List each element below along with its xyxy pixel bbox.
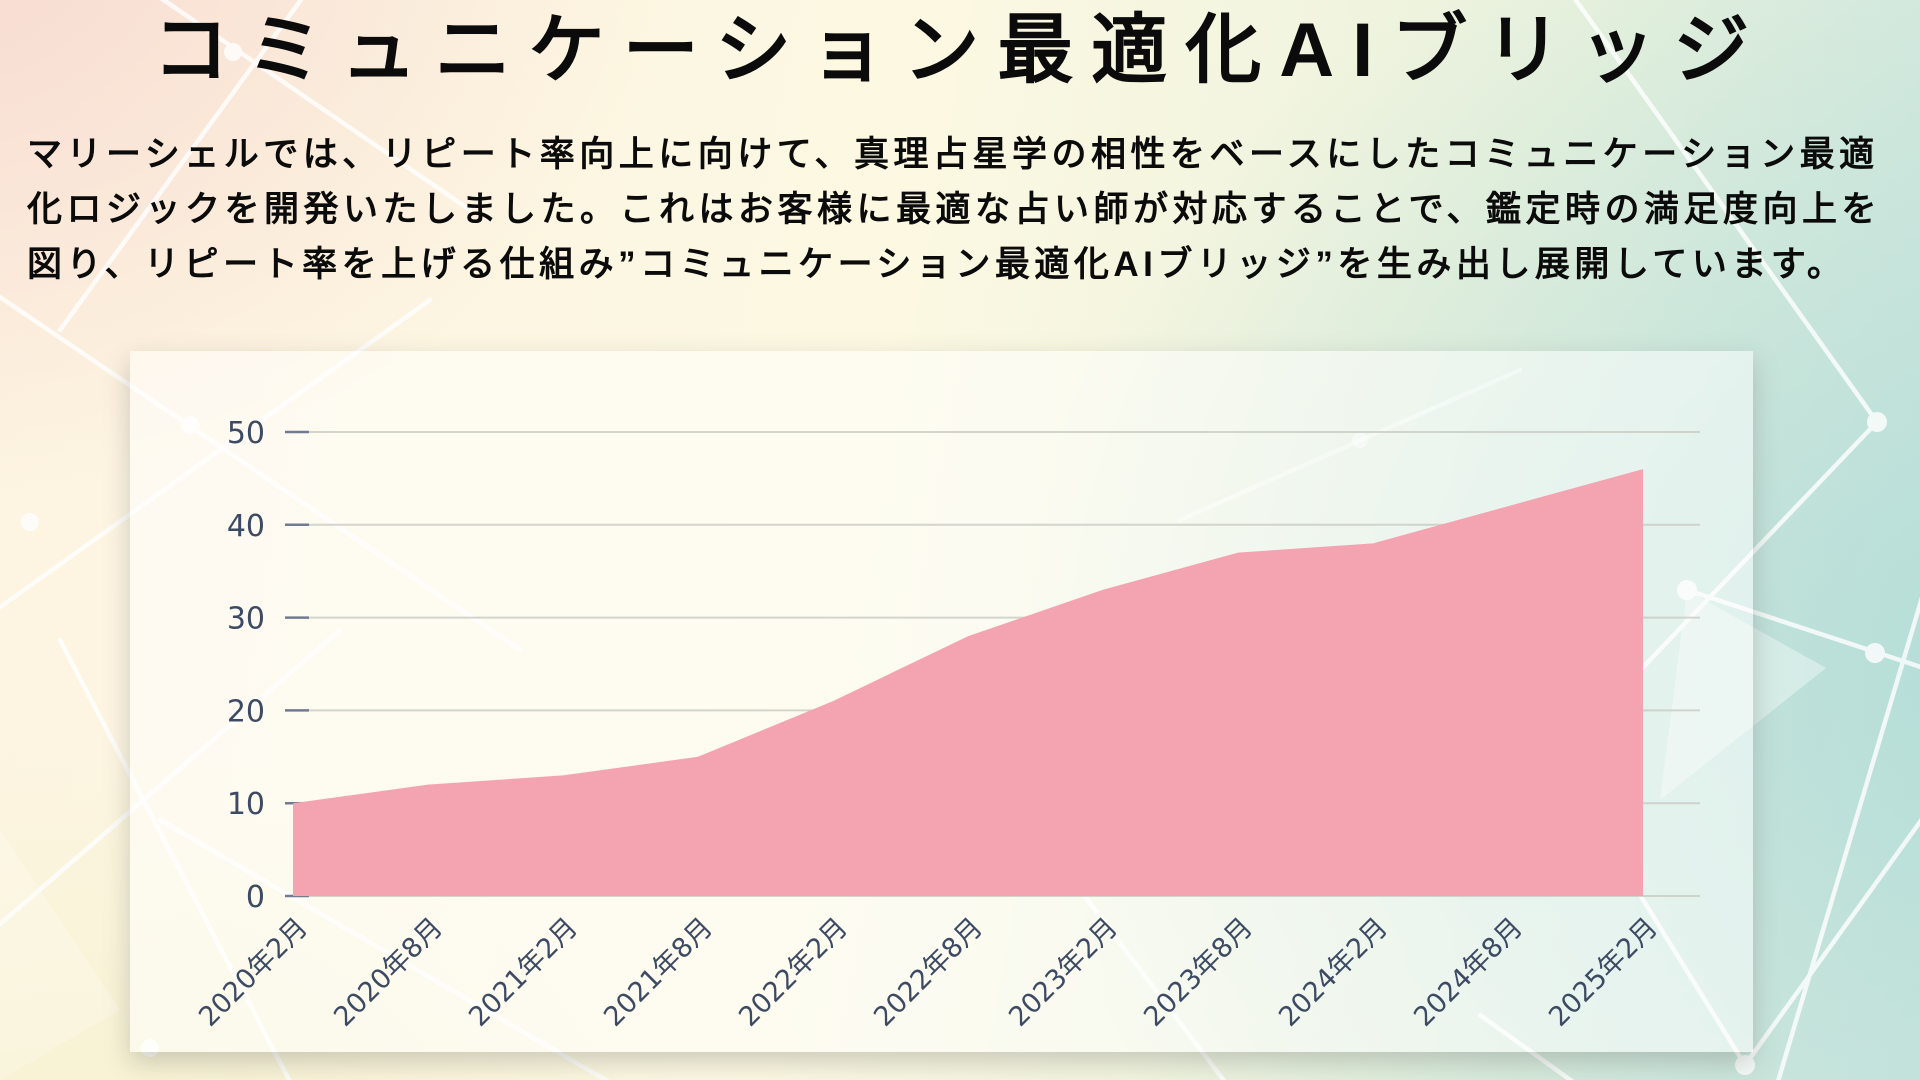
- y-tick-label: 50: [227, 416, 265, 451]
- x-tick-label: 2021年8月: [598, 912, 719, 1033]
- x-axis-labels: 2020年2月 2020年8月 2021年2月 2021年8月 2022年2月 2022年…: [193, 912, 1664, 1033]
- y-tick-label: 0: [246, 880, 265, 915]
- page-description: マリーシェルでは、リピート率向上に向けて、真理占星学の相性をベースにしたコミュニ…: [27, 135, 1882, 284]
- x-tick-label: 2020年8月: [328, 912, 449, 1033]
- chart-card: 0 10 20 30 40 50 2020年2月 2020年8月 2021年2月 2021年8月 2…: [130, 351, 1753, 1052]
- area-series: [293, 469, 1643, 896]
- x-tick-label: 2022年8月: [868, 912, 989, 1033]
- y-tick-label: 10: [227, 787, 265, 822]
- x-tick-label: 2023年8月: [1138, 912, 1259, 1033]
- x-tick-label: 2025年2月: [1543, 912, 1664, 1033]
- page-title: コミュニケーション最適化AIブリッジ: [152, 8, 1768, 93]
- x-tick-label: 2023年2月: [1003, 912, 1124, 1033]
- x-tick-label: 2024年2月: [1273, 912, 1394, 1033]
- x-tick-label: 2021年2月: [463, 912, 584, 1033]
- x-tick-label: 2024年8月: [1408, 912, 1529, 1033]
- x-tick-label: 2022年2月: [733, 912, 854, 1033]
- y-tick-label: 30: [227, 602, 265, 637]
- y-tick-label: 40: [227, 509, 265, 544]
- x-tick-label: 2020年2月: [193, 912, 314, 1033]
- y-axis-labels: 0 10 20 30 40 50: [227, 416, 265, 915]
- y-tick-label: 20: [227, 694, 265, 729]
